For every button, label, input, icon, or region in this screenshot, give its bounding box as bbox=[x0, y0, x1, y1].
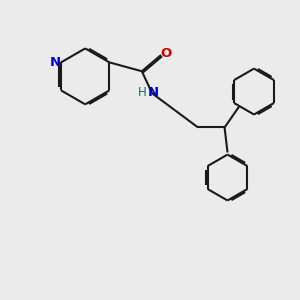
Text: N: N bbox=[50, 56, 61, 69]
Text: O: O bbox=[160, 47, 172, 60]
Text: N: N bbox=[148, 85, 159, 99]
Text: H: H bbox=[138, 85, 147, 99]
